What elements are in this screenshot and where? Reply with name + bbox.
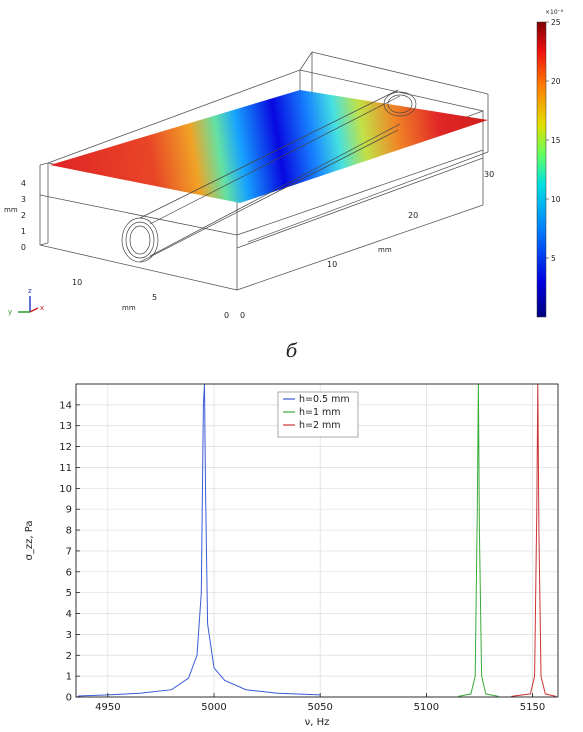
wireframe-box — [39, 51, 489, 291]
colorbar: ×10⁻⁶ 25 20 15 10 5 — [536, 9, 564, 318]
x-tick-label: 4950 — [95, 702, 120, 713]
x-axis-label: ν, Hz — [305, 717, 330, 728]
legend-label: h=1 mm — [299, 407, 341, 418]
series-line-1 — [78, 383, 321, 697]
frequency-response-chart: 4950 5000 5050 5100 5150 0123456789101112131… — [24, 383, 559, 728]
panel-label: б — [285, 340, 298, 362]
triad-z: z — [28, 287, 32, 295]
z-tick: 2 — [21, 211, 26, 220]
y-tick-label: 11 — [59, 463, 72, 474]
y-tick-label: 7 — [66, 546, 72, 557]
plot-frame — [75, 383, 559, 698]
z-tick: 0 — [21, 243, 26, 252]
x-tick-label: 5000 — [201, 702, 226, 713]
triad-x: x — [40, 304, 44, 312]
triad-y: y — [8, 308, 12, 316]
x-axis: 10 5 0 mm — [72, 278, 229, 320]
y-tick-label: 6 — [66, 567, 72, 578]
y-tick-label: 4 — [66, 609, 72, 620]
series-line-3 — [511, 383, 557, 697]
legend-label: h=0.5 mm — [299, 394, 350, 405]
z-axis: 4 3 2 1 0 mm — [4, 179, 26, 252]
y-tick-label: 14 — [59, 400, 72, 411]
y-tick-label: 0 — [66, 693, 72, 704]
y-axis-label: mm — [378, 246, 392, 254]
grid — [76, 384, 558, 698]
x-tick-label: 5100 — [414, 702, 439, 713]
colorbar-tick-label: 15 — [551, 136, 561, 145]
pipe-tubes — [121, 89, 417, 263]
x-tick: 0 — [224, 311, 229, 320]
y-tick: 20 — [408, 211, 418, 220]
y-tick-label: 13 — [59, 421, 72, 432]
x-tick: 10 — [72, 278, 82, 287]
colorbar-tick-label: 10 — [551, 195, 561, 204]
y-tick-label: 10 — [59, 484, 72, 495]
colorbar-tick-label: 20 — [551, 77, 561, 86]
x-tick-label: 5050 — [307, 702, 332, 713]
colorbar-tick-label: 5 — [551, 254, 556, 263]
z-tick: 3 — [21, 195, 26, 204]
y-axis: 0 10 20 30 mm — [240, 170, 494, 320]
x-ticks: 4950 5000 5050 5100 5150 — [95, 693, 545, 713]
displacement-surface — [50, 90, 488, 203]
surface-plot: 4 3 2 1 0 mm 10 5 0 mm 0 10 20 30 mm z y… — [4, 9, 564, 320]
legend-label: h=2 mm — [299, 420, 341, 431]
z-tick: 4 — [21, 179, 26, 188]
series-line-2 — [458, 383, 499, 697]
x-tick: 5 — [152, 293, 157, 302]
colorbar-exponent: ×10⁻⁶ — [545, 9, 564, 16]
x-axis-label: mm — [122, 304, 136, 312]
y-tick: 30 — [484, 170, 494, 179]
z-tick: 1 — [21, 227, 26, 236]
x-tick-label: 5150 — [520, 702, 545, 713]
y-tick-label: 12 — [59, 442, 72, 453]
legend: h=0.5 mm h=1 mm h=2 mm — [277, 391, 359, 438]
y-tick-label: 1 — [66, 672, 72, 683]
y-tick-label: 8 — [66, 526, 72, 537]
y-tick: 10 — [327, 260, 337, 269]
y-axis-label: σ_zz, Pa — [24, 521, 35, 561]
colorbar-tick-label: 25 — [551, 18, 561, 27]
y-tick: 0 — [240, 311, 245, 320]
z-axis-label: mm — [4, 206, 18, 214]
y-tick-label: 2 — [66, 651, 72, 662]
orientation-triad: z y x — [8, 287, 44, 316]
y-tick-label: 3 — [66, 630, 72, 641]
y-tick-label: 9 — [66, 505, 72, 516]
y-tick-label: 5 — [66, 588, 72, 599]
